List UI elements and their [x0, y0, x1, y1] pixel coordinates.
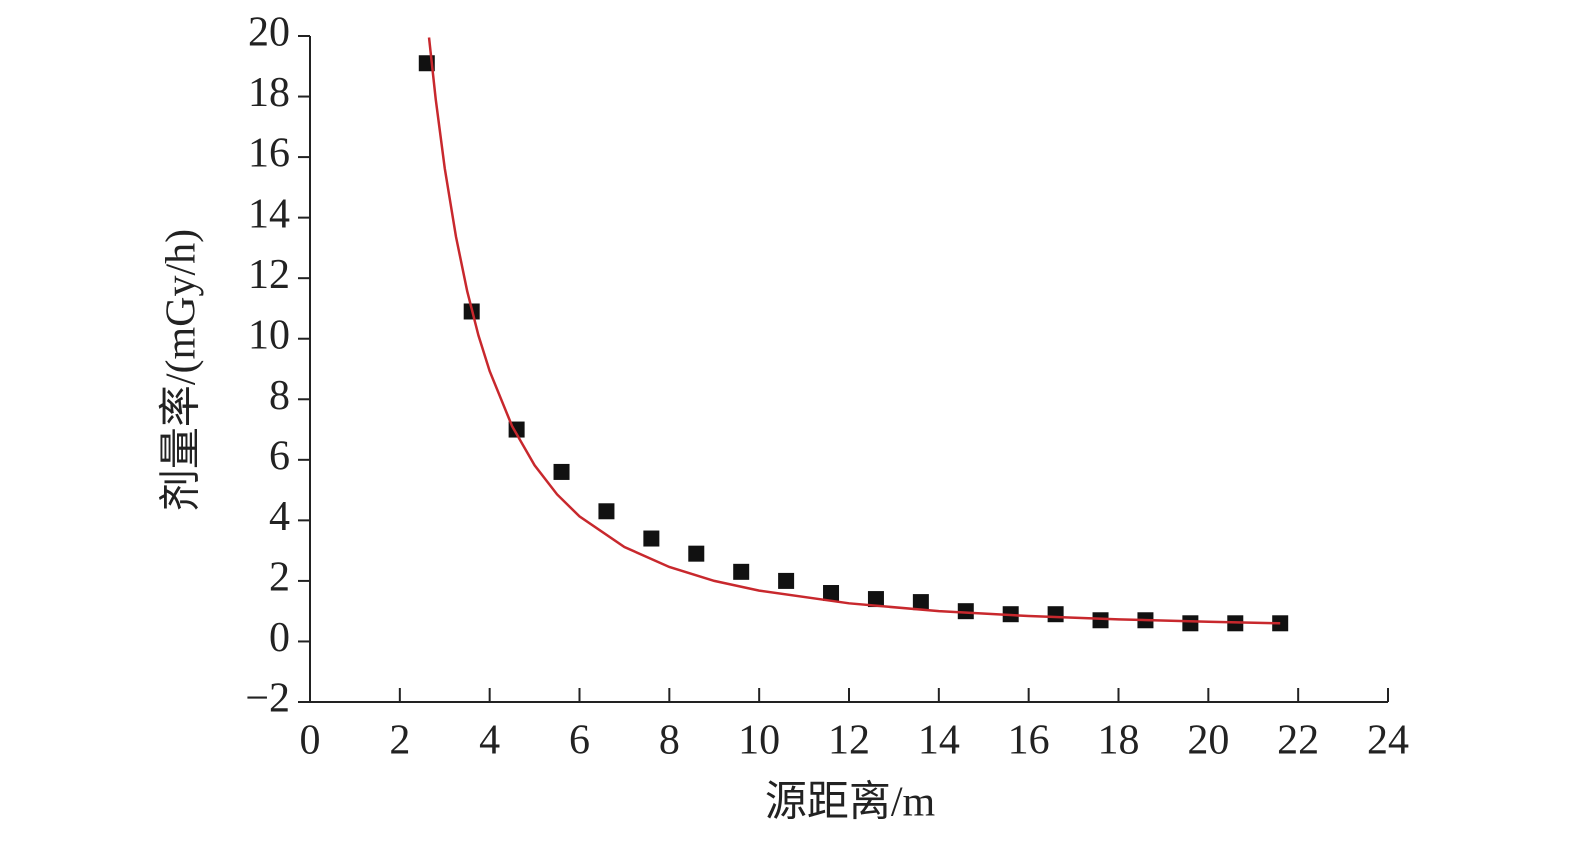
y-tick-label: 16 — [248, 131, 290, 177]
data-point — [957, 603, 974, 620]
y-tick-label: 2 — [269, 555, 290, 601]
x-tick-label: 12 — [828, 718, 870, 764]
data-point — [553, 463, 570, 480]
data-point — [823, 585, 840, 602]
y-tick-label: 20 — [248, 10, 290, 56]
y-tick-label: 8 — [269, 373, 290, 419]
data-point — [1182, 615, 1199, 632]
x-tick-label: 6 — [569, 718, 590, 764]
data-point — [598, 503, 615, 520]
y-tick-label: 14 — [248, 191, 290, 237]
x-tick-label: 20 — [1187, 718, 1229, 764]
x-tick-label: 22 — [1277, 718, 1319, 764]
x-tick-label: 4 — [479, 718, 500, 764]
data-point — [688, 545, 705, 562]
y-tick-label: −2 — [245, 676, 290, 722]
data-point — [912, 594, 929, 611]
data-point — [778, 572, 795, 589]
y-tick-label: 6 — [269, 433, 290, 479]
x-tick-label: 18 — [1098, 718, 1140, 764]
x-tick-label: 8 — [659, 718, 680, 764]
data-point — [1092, 612, 1109, 629]
data-point — [643, 530, 660, 547]
data-point — [867, 591, 884, 608]
y-tick-label: 12 — [248, 252, 290, 298]
x-axis-label: 源距离/m — [765, 779, 936, 826]
y-tick-label: 18 — [248, 70, 290, 116]
fit-curve — [427, 37, 1281, 625]
y-tick-label: 4 — [269, 494, 290, 540]
data-point — [733, 563, 750, 580]
x-tick-label: 0 — [300, 718, 321, 764]
x-tick-label: 14 — [918, 718, 960, 764]
y-tick-label: 10 — [248, 312, 290, 358]
x-tick-label: 24 — [1367, 718, 1409, 764]
x-tick-label: 16 — [1008, 718, 1050, 764]
data-point — [1047, 606, 1064, 623]
x-tick-label: 10 — [738, 718, 780, 764]
x-tick-label: 2 — [389, 718, 410, 764]
y-tick-label: 0 — [269, 615, 290, 661]
y-axis-label: 剂量率/(mGy/h) — [158, 229, 205, 511]
